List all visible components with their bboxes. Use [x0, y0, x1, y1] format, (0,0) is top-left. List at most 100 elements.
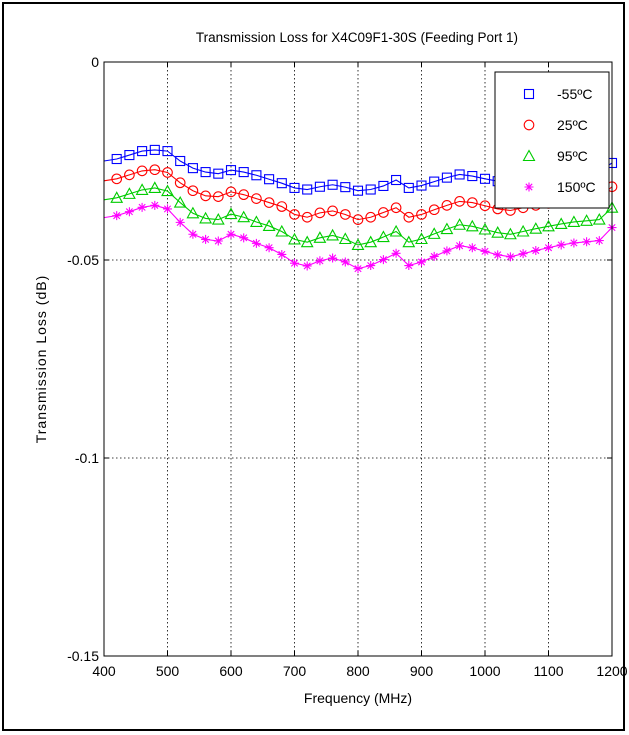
data-point	[251, 193, 262, 204]
data-point	[314, 181, 325, 192]
x-tick-label: 1000	[469, 663, 500, 679]
legend-marker	[524, 182, 534, 192]
data-point	[416, 180, 427, 191]
data-point	[137, 202, 147, 212]
y-tick-label: -0.1	[75, 450, 99, 466]
legend: -55ºC 25ºC 95ºC 150ºC	[494, 71, 610, 209]
data-point	[302, 261, 312, 271]
data-point	[516, 224, 530, 237]
data-point	[339, 209, 351, 220]
data-point	[124, 169, 135, 181]
data-point	[454, 169, 465, 180]
data-point	[340, 182, 351, 193]
y-tick-label: -0.05	[67, 252, 99, 268]
data-point	[275, 224, 289, 237]
data-point	[479, 200, 491, 212]
data-point	[112, 211, 122, 221]
data-point	[135, 183, 149, 195]
data-point	[290, 258, 299, 268]
series-line	[103, 187, 613, 246]
data-point	[162, 167, 173, 178]
data-point	[441, 200, 453, 211]
data-point	[137, 146, 148, 157]
legend-item: 150ºC	[524, 179, 596, 195]
data-point	[351, 238, 365, 251]
data-point	[378, 255, 388, 265]
data-point	[314, 207, 326, 219]
data-point	[340, 257, 350, 267]
data-point	[301, 211, 313, 223]
data-point	[201, 234, 211, 244]
data-point	[467, 243, 477, 253]
data-point	[352, 185, 364, 196]
data-point	[580, 214, 594, 226]
data-point	[467, 170, 478, 182]
data-point	[594, 236, 604, 246]
data-point	[429, 251, 439, 261]
data-point	[417, 257, 426, 267]
data-point	[289, 182, 300, 193]
data-point	[327, 205, 338, 217]
data-point	[163, 204, 172, 214]
data-point	[150, 200, 160, 210]
data-point	[289, 209, 300, 220]
legend-item: -55ºC	[523, 86, 592, 102]
data-point	[264, 174, 275, 185]
data-point	[276, 201, 288, 212]
data-point	[364, 235, 378, 248]
data-point	[415, 232, 428, 245]
data-point	[249, 215, 263, 228]
data-point	[390, 202, 402, 214]
data-point	[225, 165, 237, 176]
axis-ticks: 400 500 600 700 800 900 1000 1100 1200 0 -0.05 -0.1…	[67, 54, 628, 679]
data-point	[518, 249, 528, 259]
data-point	[200, 167, 211, 178]
data-point	[428, 204, 440, 216]
x-tick-label: 1100	[533, 663, 563, 679]
data-point	[478, 222, 492, 235]
data-point	[544, 243, 553, 253]
data-point	[326, 228, 340, 241]
y-tick-label: 0	[91, 54, 99, 70]
data-point	[389, 224, 403, 237]
data-point	[225, 186, 237, 198]
data-point	[567, 215, 581, 228]
data-point	[302, 184, 313, 195]
x-axis-label: Frequency (MHz)	[304, 690, 412, 706]
grid-lines	[104, 62, 612, 656]
data-point	[187, 185, 199, 197]
data-point	[111, 153, 122, 165]
data-point	[288, 232, 301, 245]
data-point	[554, 217, 568, 230]
legend-label: -55ºC	[557, 86, 592, 102]
legend-marker	[522, 149, 536, 162]
data-point	[122, 187, 136, 199]
y-tick-label: -0.15	[67, 648, 99, 664]
data-point	[403, 182, 414, 193]
legend-item: 95ºC	[522, 148, 588, 164]
data-point	[427, 227, 441, 239]
data-point	[365, 184, 376, 195]
data-point	[110, 191, 124, 203]
x-tick-label: 1200	[596, 663, 627, 679]
data-point	[313, 231, 327, 243]
data-point	[455, 241, 465, 251]
y-axis-label: Transmission Loss (dB)	[33, 275, 49, 444]
legend-label: 25ºC	[557, 117, 588, 133]
data-point	[226, 229, 236, 239]
series-4	[103, 200, 617, 274]
data-point	[277, 249, 287, 259]
data-point	[466, 197, 478, 208]
data-point	[148, 181, 162, 193]
series-layer	[103, 144, 619, 274]
data-point	[569, 238, 579, 248]
data-point	[264, 243, 274, 253]
x-tick-label: 800	[346, 663, 370, 679]
data-point	[162, 146, 173, 157]
data-point	[376, 230, 390, 243]
data-point	[187, 163, 198, 174]
data-point	[111, 173, 123, 185]
data-point	[238, 189, 250, 201]
data-point	[366, 261, 376, 271]
